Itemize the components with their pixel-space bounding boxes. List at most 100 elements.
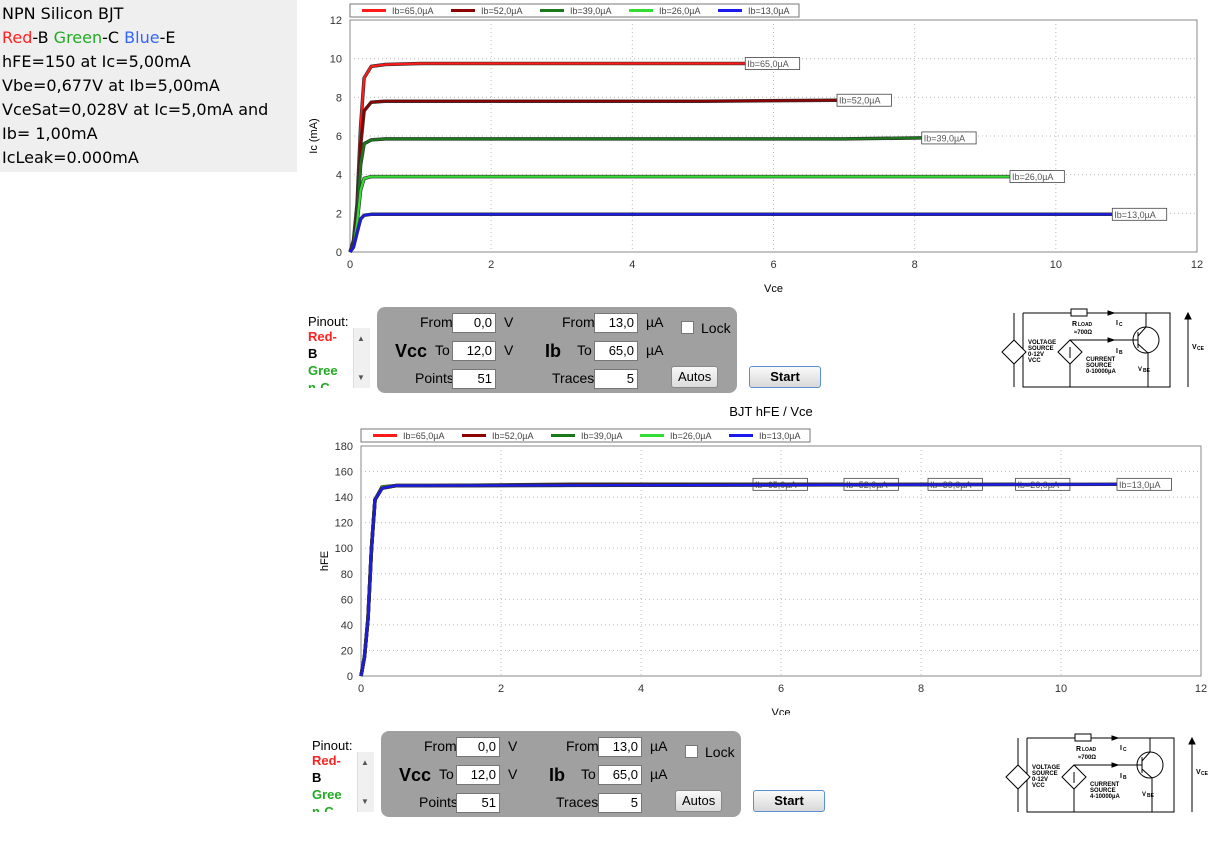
lock-label: Lock xyxy=(701,320,731,336)
hfe-chart-title: BJT hFE / Vce xyxy=(729,404,813,419)
vce-sub: CE xyxy=(1197,346,1205,352)
y-tick-label: 4 xyxy=(336,170,342,182)
x-tick-label: 4 xyxy=(629,259,635,271)
pinout2-opt-b: B xyxy=(312,770,322,785)
vcc-to-input-2[interactable]: 12,0 xyxy=(456,765,500,785)
x-tick-label: 0 xyxy=(358,683,364,695)
ib-sub: B xyxy=(1119,350,1123,356)
voltage-source-icon xyxy=(1005,764,1031,790)
traces-label: Traces xyxy=(552,370,595,386)
ib-from-input[interactable]: 13,0 xyxy=(594,313,638,333)
pin-green: Green xyxy=(53,28,103,47)
pinout2-opt-n: n-C xyxy=(312,804,334,812)
ib-label: I xyxy=(1120,773,1122,780)
circuit-schematic: R LOAD ≈700Ω I C I B V CE V BE VOLTAGE SOURCE 0-12V VC… xyxy=(988,305,1208,400)
vcesat-readout: VceSat=0,028V at Ic=5,0mA and Ib= 1,00mA xyxy=(2,100,269,143)
x-tick-label: 8 xyxy=(912,259,918,271)
vbe-label: V xyxy=(1138,367,1142,373)
ib-to-label-2: To xyxy=(581,766,596,782)
vbe-label: V xyxy=(1142,792,1146,798)
voltage-source-label: VCC xyxy=(1028,358,1041,364)
legend-box xyxy=(349,3,800,18)
series-end-label: Ib=26,0µA xyxy=(1012,172,1053,182)
vcc-label: Vcc xyxy=(395,341,428,361)
ic-sub: C xyxy=(1119,322,1123,328)
vcc-from-input-2[interactable]: 0,0 xyxy=(456,737,500,757)
x-tick-label: 8 xyxy=(918,683,924,695)
scroll-up-icon[interactable]: ▲ xyxy=(357,334,365,343)
traces-input[interactable]: 5 xyxy=(594,369,638,389)
pinout-select[interactable]: Red- B Gree n-C ▲ ▼ xyxy=(308,328,370,388)
vcc-from-input[interactable]: 0,0 xyxy=(452,313,496,333)
voltage-source-label: SOURCE xyxy=(1032,771,1058,777)
ib-from-unit-2: µA xyxy=(650,738,668,754)
legend-entry: Ib=39,0µA xyxy=(570,6,611,16)
vcc-to-unit: V xyxy=(504,342,514,358)
vcc-from-label-2: From xyxy=(424,738,457,754)
autos-button[interactable]: Autos xyxy=(671,366,719,388)
y-tick-label: 80 xyxy=(341,569,353,581)
series-line xyxy=(349,213,1113,253)
autos-button-2[interactable]: Autos xyxy=(675,790,723,812)
voltage-source-label: 0-12V xyxy=(1032,777,1048,783)
series-end-label-box xyxy=(836,93,892,107)
pinout-scrollbar[interactable]: ▲ ▼ xyxy=(353,328,370,388)
vce-sub: CE xyxy=(1201,771,1209,777)
y-axis-label: hFE xyxy=(319,551,331,571)
scroll-down-icon[interactable]: ▼ xyxy=(357,373,365,382)
ib-from-input-2[interactable]: 13,0 xyxy=(598,737,642,757)
points-input-2[interactable]: 51 xyxy=(456,793,500,813)
start-button-2[interactable]: Start xyxy=(753,790,825,812)
ib-to-input[interactable]: 65,0 xyxy=(594,341,638,361)
legend-entry: Ib=13,0µA xyxy=(759,431,800,441)
legend: Ib=65,0µA Ib=52,0µA Ib=39,0µA Ib=26,0µA Ib=1… xyxy=(349,3,800,18)
vcc-from-unit-2: V xyxy=(508,738,518,754)
pin-red: Red xyxy=(2,28,33,47)
traces-input-2[interactable]: 5 xyxy=(598,793,642,813)
vcc-to-input[interactable]: 12,0 xyxy=(452,341,496,361)
current-source-label: CURRENT xyxy=(1086,357,1116,363)
x-tick-label: 6 xyxy=(770,259,776,271)
pinout-opt-n: n-C xyxy=(308,380,330,388)
points-input[interactable]: 51 xyxy=(452,369,496,389)
y-tick-label: 2 xyxy=(336,208,342,220)
lock-checkbox[interactable] xyxy=(681,321,694,334)
pinout-scrollbar-2[interactable]: ▲ ▼ xyxy=(357,752,374,812)
vcc-to-label: To xyxy=(435,342,450,358)
pinout-select-2[interactable]: Red- B Gree n-C ▲ ▼ xyxy=(312,752,374,812)
series-end-label-box xyxy=(1009,170,1065,184)
y-tick-label: 20 xyxy=(341,645,353,657)
pinout-select-text: Red- B Gree n-C xyxy=(308,328,354,388)
y-axis-label: Ic (mA) xyxy=(308,118,320,153)
resistor-icon xyxy=(1070,308,1088,317)
scroll-up-icon[interactable]: ▲ xyxy=(361,758,369,767)
y-tick-label: 8 xyxy=(336,92,342,104)
x-tick-label: 4 xyxy=(638,683,644,695)
legend-entry: Ib=65,0µA xyxy=(403,431,444,441)
rload-sub: LOAD xyxy=(1078,322,1093,328)
y-tick-label: 180 xyxy=(335,441,353,453)
vcc-to-unit-2: V xyxy=(508,766,518,782)
hfe-readout: hFE=150 at Ic=5,00mA xyxy=(2,52,191,71)
voltage-source-label: VOLTAGE xyxy=(1028,340,1056,346)
vce-label: V xyxy=(1196,769,1201,776)
rload-label: R xyxy=(1072,321,1077,328)
pinout-opt-green: Gree xyxy=(308,363,338,378)
current-source-label: SOURCE xyxy=(1090,788,1116,794)
points-label-2: Points xyxy=(419,794,458,810)
series-line xyxy=(359,483,1118,677)
y-tick-label: 6 xyxy=(336,131,342,143)
pinout-select-text-2: Red- B Gree n-C xyxy=(312,752,358,812)
ic-sub: C xyxy=(1123,747,1127,753)
hfe-vce-chart: BJT hFE / Vce 0 2 4 6 8 10 12 0 20 40 60 80 100 120 14… xyxy=(300,403,1212,715)
lock-checkbox-2[interactable] xyxy=(685,745,698,758)
series-end-label-box xyxy=(1111,207,1168,221)
series-end-label: Ib=65,0µA xyxy=(747,59,788,69)
ib-to-input-2[interactable]: 65,0 xyxy=(598,765,642,785)
scroll-down-icon[interactable]: ▼ xyxy=(361,797,369,806)
legend-box xyxy=(360,428,811,443)
vcc-to-label-2: To xyxy=(439,766,454,782)
start-button[interactable]: Start xyxy=(749,366,821,388)
